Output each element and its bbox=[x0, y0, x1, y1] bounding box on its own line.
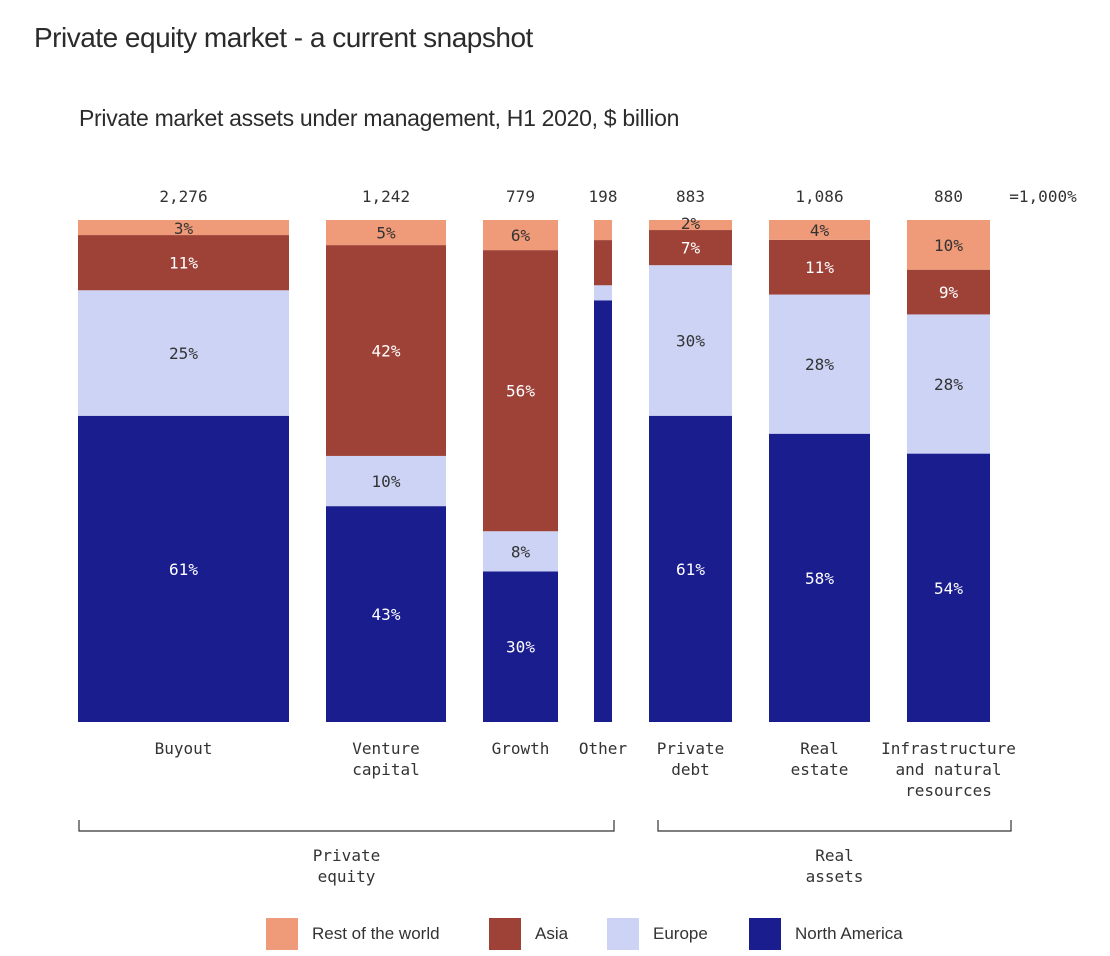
bar-segment-real-estate-asia bbox=[769, 239, 870, 295]
bars-layer bbox=[78, 220, 990, 722]
bar-segment-growth-north-america bbox=[483, 571, 558, 722]
total-label-infrastructure-and-natural-resources: 880 bbox=[934, 187, 963, 206]
bar-segment-growth-asia bbox=[483, 250, 558, 532]
bar-segment-other-rest-of-the-world bbox=[594, 220, 612, 241]
data-label-private-debt-north-america: 61% bbox=[676, 560, 705, 579]
category-label-private-debt: Private debt bbox=[657, 739, 724, 779]
data-label-real-estate-asia: 11% bbox=[805, 258, 834, 277]
bar-segment-infrastructure-and-natural-resources-europe bbox=[907, 314, 990, 454]
bar-segment-buyout-north-america bbox=[78, 415, 289, 722]
bar-segment-private-debt-north-america bbox=[649, 415, 732, 722]
bar-segment-growth-europe bbox=[483, 531, 558, 572]
data-label-venture-capital-asia: 42% bbox=[372, 342, 401, 361]
bar-segment-venture-capital-rest-of-the-world bbox=[326, 220, 446, 246]
bar-segment-buyout-europe bbox=[78, 290, 289, 416]
chart-subtitle: Private market assets under management, … bbox=[79, 105, 680, 131]
bar-segment-venture-capital-asia bbox=[326, 245, 446, 456]
legend-swatch-asia bbox=[489, 918, 521, 950]
group-label-private-equity: Private equity bbox=[313, 846, 380, 886]
category-label-other: Other bbox=[579, 739, 628, 758]
legend-swatch-rest-of-world bbox=[266, 918, 298, 950]
bar-segment-venture-capital-europe bbox=[326, 455, 446, 507]
data-label-infrastructure-and-natural-resources-europe: 28% bbox=[934, 375, 963, 394]
legend-label: North America bbox=[795, 924, 903, 943]
legend-item-rest-of-world: Rest of the world bbox=[266, 918, 440, 950]
category-label-venture-capital: Venture capital bbox=[352, 739, 419, 779]
bar-segment-private-debt-rest-of-the-world bbox=[649, 220, 732, 231]
data-label-venture-capital-europe: 10% bbox=[372, 472, 401, 491]
chart-title: Private equity market - a current snapsh… bbox=[34, 22, 533, 53]
total-label-venture-capital: 1,242 bbox=[362, 187, 410, 206]
data-label-private-debt-europe: 30% bbox=[676, 331, 705, 350]
bar-segment-private-debt-europe bbox=[649, 265, 732, 416]
bar-segment-buyout-asia bbox=[78, 235, 289, 291]
group-bracket-real-assets bbox=[657, 820, 1012, 832]
group-bracket-private-equity bbox=[78, 820, 615, 832]
bar-segment-other-europe bbox=[594, 285, 612, 301]
data-label-infrastructure-and-natural-resources-rest-of-the-world: 10% bbox=[934, 236, 963, 255]
total-label-private-debt: 883 bbox=[676, 187, 705, 206]
total-label-other: 198 bbox=[589, 187, 618, 206]
data-label-buyout-rest-of-the-world: 3% bbox=[174, 219, 194, 238]
category-label-infrastructure-and-natural-resources: Infrastructure and natural resources bbox=[881, 739, 1016, 800]
category-label-real-estate: Real estate bbox=[791, 739, 849, 779]
group-label-real-assets: Real assets bbox=[806, 846, 864, 886]
data-label-growth-asia: 56% bbox=[506, 382, 535, 401]
category-label-buyout: Buyout bbox=[155, 739, 213, 758]
scale-note: =1,000% bbox=[1009, 187, 1077, 206]
total-label-real-estate: 1,086 bbox=[795, 187, 843, 206]
legend: Rest of the world Asia Europe North Amer… bbox=[0, 918, 1110, 952]
bar-segment-infrastructure-and-natural-resources-rest-of-the-world bbox=[907, 220, 990, 270]
category-label-growth: Growth bbox=[492, 739, 550, 758]
legend-label: Rest of the world bbox=[312, 924, 440, 943]
data-label-infrastructure-and-natural-resources-north-america: 54% bbox=[934, 579, 963, 598]
bar-segment-real-estate-north-america bbox=[769, 433, 870, 722]
data-label-venture-capital-north-america: 43% bbox=[372, 605, 401, 624]
bar-segment-private-debt-asia bbox=[649, 230, 732, 266]
data-label-venture-capital-rest-of-the-world: 5% bbox=[376, 224, 396, 243]
total-label-buyout: 2,276 bbox=[159, 187, 207, 206]
data-label-growth-north-america: 30% bbox=[506, 638, 535, 657]
bar-segment-infrastructure-and-natural-resources-north-america bbox=[907, 453, 990, 722]
data-label-real-estate-north-america: 58% bbox=[805, 569, 834, 588]
data-label-private-debt-asia: 7% bbox=[681, 239, 701, 258]
data-label-infrastructure-and-natural-resources-asia: 9% bbox=[939, 283, 959, 302]
bar-segment-real-estate-rest-of-the-world bbox=[769, 220, 870, 240]
legend-item-north-america: North America bbox=[749, 918, 903, 950]
legend-item-asia: Asia bbox=[489, 918, 568, 950]
data-label-real-estate-europe: 28% bbox=[805, 355, 834, 374]
data-label-growth-rest-of-the-world: 6% bbox=[511, 226, 531, 245]
bar-segment-other-north-america bbox=[594, 300, 612, 722]
legend-label: Europe bbox=[653, 924, 708, 943]
bar-segment-other-asia bbox=[594, 240, 612, 286]
data-label-buyout-europe: 25% bbox=[169, 344, 198, 363]
bar-segment-growth-rest-of-the-world bbox=[483, 220, 558, 251]
bar-segment-buyout-rest-of-the-world bbox=[78, 220, 289, 236]
data-label-growth-europe: 8% bbox=[511, 542, 531, 561]
legend-swatch-north-america bbox=[749, 918, 781, 950]
bar-segment-venture-capital-north-america bbox=[326, 506, 446, 722]
legend-item-europe: Europe bbox=[607, 918, 708, 950]
bar-segment-infrastructure-and-natural-resources-asia bbox=[907, 269, 990, 315]
labels-layer: 61% 25% 11% 3% 2,276 Buyout 43% 10% 42% 5% 1,242 Ve… bbox=[155, 187, 1016, 800]
groups-layer: Private equity Real assets bbox=[78, 820, 1012, 886]
legend-swatch-europe bbox=[607, 918, 639, 950]
data-label-private-debt-rest-of-the-world: 2% bbox=[681, 214, 701, 233]
data-label-buyout-north-america: 61% bbox=[169, 560, 198, 579]
data-label-real-estate-rest-of-the-world: 4% bbox=[810, 221, 830, 240]
data-label-buyout-asia: 11% bbox=[169, 254, 198, 273]
legend-label: Asia bbox=[535, 924, 569, 943]
bar-segment-real-estate-europe bbox=[769, 294, 870, 434]
total-label-growth: 779 bbox=[506, 187, 535, 206]
